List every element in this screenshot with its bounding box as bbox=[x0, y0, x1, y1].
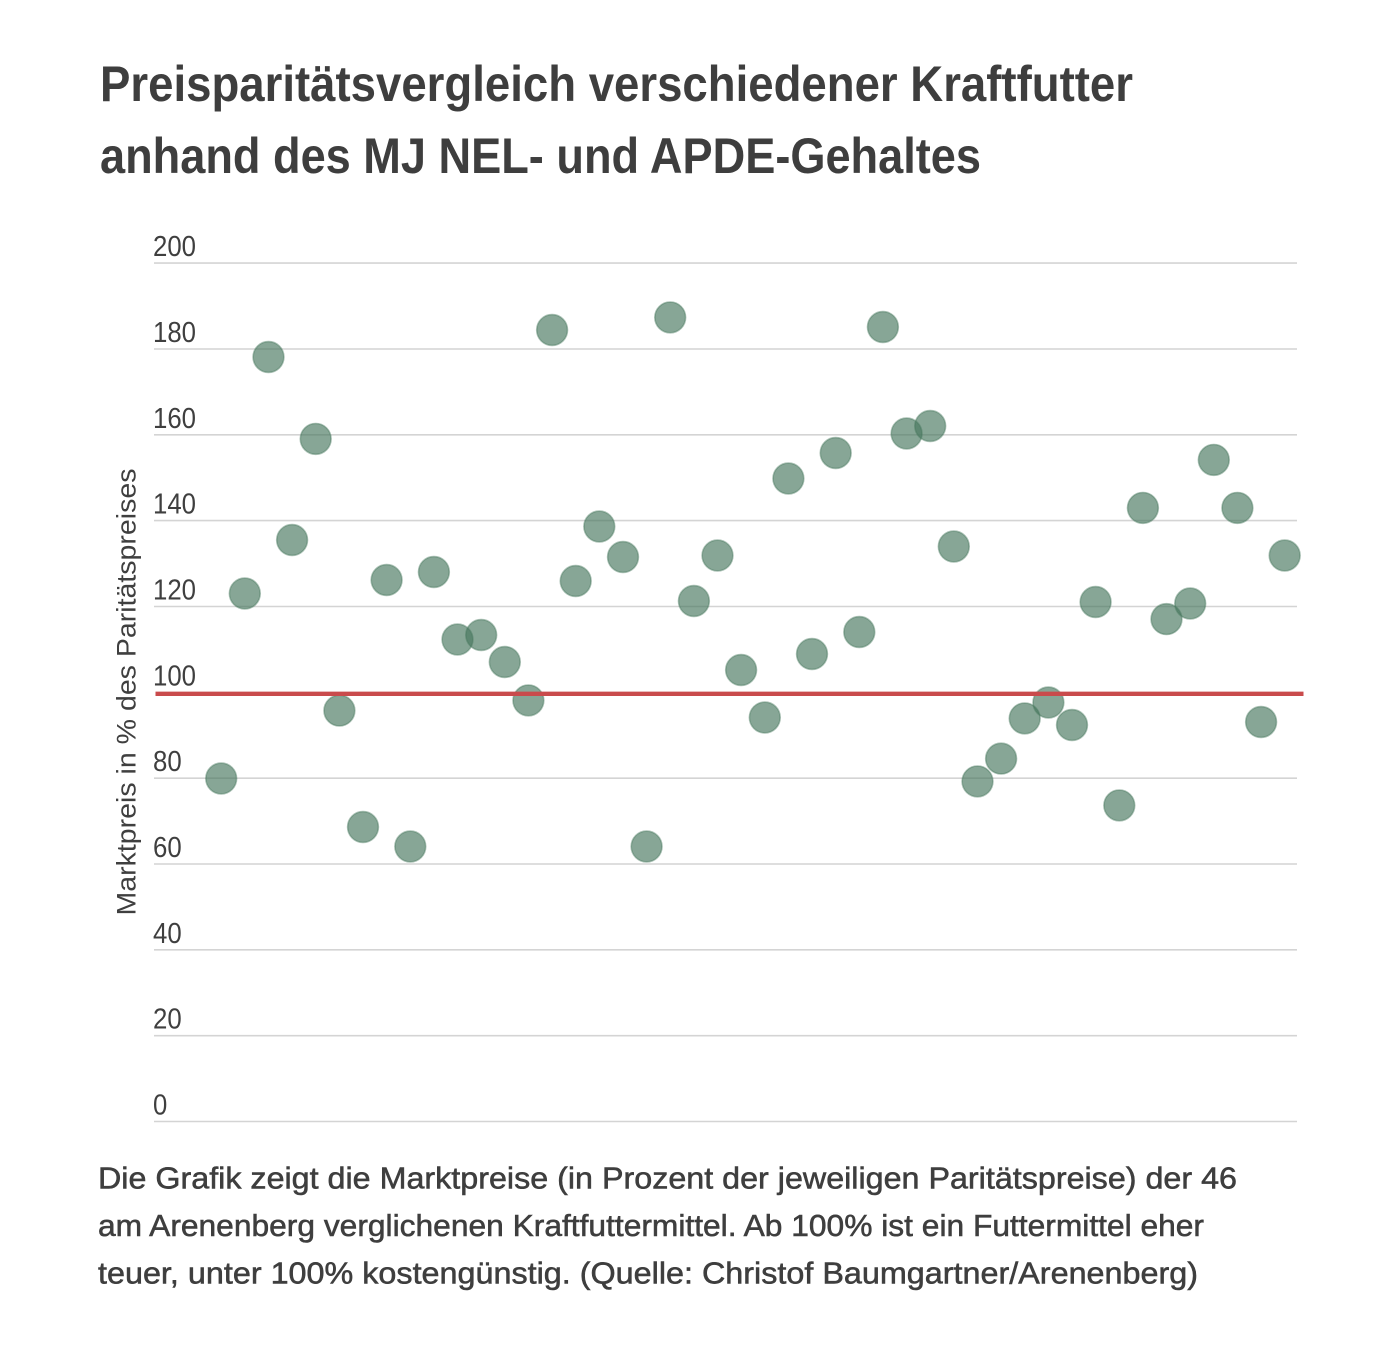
svg-text:Die Grafik zeigt die Marktprei: Die Grafik zeigt die Marktpreise (in Pro… bbox=[98, 1161, 1237, 1196]
svg-text:anhand des MJ NEL- und APDE-Ge: anhand des MJ NEL- und APDE-Gehaltes bbox=[100, 128, 981, 184]
svg-text:am Arenenberg verglichenen Kra: am Arenenberg verglichenen Kraftfuttermi… bbox=[98, 1208, 1204, 1243]
svg-text:Preisparitätsvergleich verschi: Preisparitätsvergleich verschiedener Kra… bbox=[100, 56, 1133, 112]
svg-text:teuer, unter 100% kostengünsti: teuer, unter 100% kostengünstig. (Quelle… bbox=[98, 1256, 1198, 1291]
svg-text:120: 120 bbox=[153, 575, 196, 607]
svg-text:100: 100 bbox=[153, 660, 196, 692]
svg-text:0: 0 bbox=[153, 1090, 167, 1122]
svg-text:180: 180 bbox=[153, 317, 196, 349]
svg-text:40: 40 bbox=[153, 918, 182, 950]
svg-text:20: 20 bbox=[153, 1004, 182, 1036]
svg-text:160: 160 bbox=[153, 403, 196, 435]
svg-text:Marktpreis in % des Paritätspr: Marktpreis in % des Paritätspreises bbox=[112, 469, 142, 916]
svg-text:140: 140 bbox=[153, 489, 196, 521]
svg-text:80: 80 bbox=[153, 746, 182, 778]
svg-text:60: 60 bbox=[153, 832, 182, 864]
svg-text:200: 200 bbox=[153, 231, 196, 263]
